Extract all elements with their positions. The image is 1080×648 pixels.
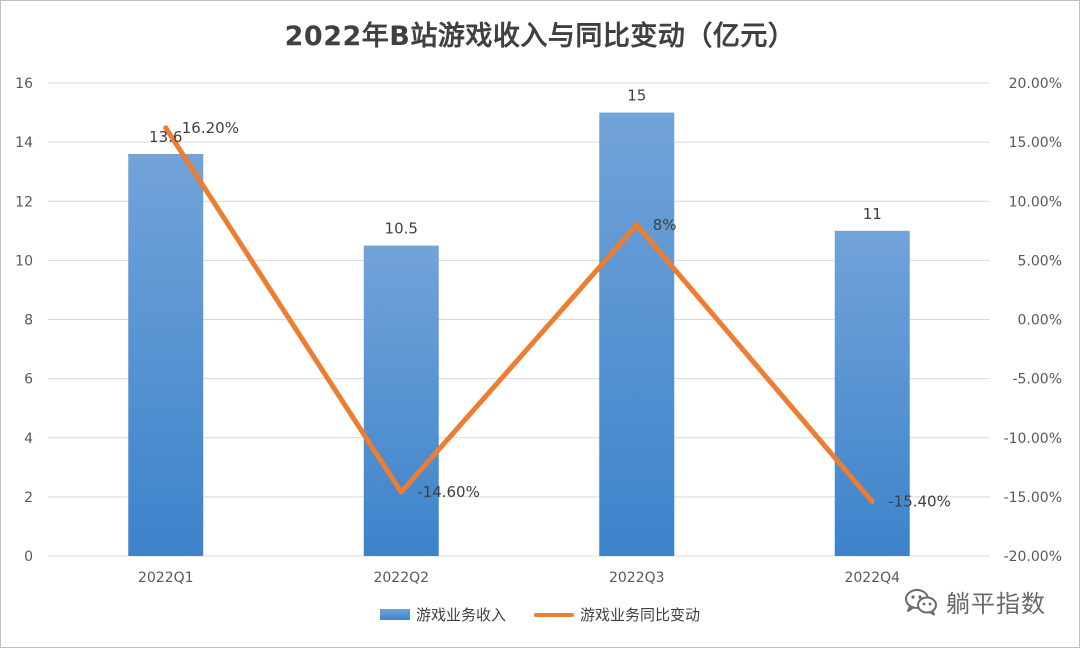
right-tick-label: -10.00% — [1004, 431, 1062, 447]
x-tick-label: 2022Q3 — [609, 570, 665, 586]
legend-label-yoy: 游戏业务同比变动 — [580, 606, 701, 624]
x-tick-label: 2022Q2 — [373, 570, 429, 586]
left-axis: 0 2 4 6 8 10 12 14 16 — [15, 76, 33, 565]
bar-series — [128, 112, 910, 556]
right-tick-label: 15.00% — [1009, 135, 1062, 151]
bar-2022Q3 — [599, 112, 675, 556]
watermark-text: 躺平指数 — [946, 590, 1046, 618]
line-series — [163, 125, 875, 505]
yoy-point-2022Q2 — [398, 489, 404, 495]
right-tick-label: -5.00% — [1012, 372, 1062, 388]
left-tick-label: 4 — [24, 431, 33, 447]
legend-swatch-bar — [379, 609, 410, 620]
yoy-value-label: 16.20% — [182, 119, 239, 137]
yoy-point-2022Q4 — [869, 499, 875, 505]
right-tick-label: -20.00% — [1004, 549, 1062, 565]
bar-2022Q1 — [128, 153, 204, 556]
legend-swatch-line — [534, 612, 574, 617]
yoy-value-label: -14.60% — [417, 483, 480, 501]
bar-2022Q2 — [363, 245, 439, 556]
left-tick-label: 10 — [15, 253, 33, 269]
yoy-value-label: -15.40% — [888, 493, 951, 511]
bar-value-label: 11 — [863, 205, 882, 223]
bar-value-label: 15 — [627, 87, 646, 105]
left-tick-label: 2 — [24, 490, 33, 506]
yoy-point-2022Q1 — [163, 125, 169, 131]
left-tick-label: 16 — [15, 76, 33, 92]
left-tick-label: 0 — [24, 549, 33, 565]
wechat-icon — [905, 588, 937, 615]
chart-title: 2022年B站游戏收入与同比变动（亿元） — [284, 21, 796, 52]
x-axis: 2022Q1 2022Q2 2022Q3 2022Q4 — [138, 570, 900, 586]
right-tick-label: 5.00% — [1018, 253, 1062, 269]
right-tick-label: 10.00% — [1009, 194, 1062, 210]
yoy-line — [163, 125, 875, 505]
x-tick-label: 2022Q4 — [844, 570, 900, 586]
legend-item-yoy[interactable]: 游戏业务同比变动 — [534, 604, 700, 625]
data-labels: 13.6 10.5 15 11 16.20% -14.60% 8% -15.40% — [149, 87, 951, 511]
yoy-point-2022Q3 — [634, 222, 640, 228]
right-tick-label: 20.00% — [1009, 76, 1062, 92]
right-axis: -20.00% -15.00% -10.00% -5.00% 0.00% 5.00% 10.… — [1004, 76, 1062, 565]
gridlines — [48, 82, 990, 557]
legend-item-revenue[interactable]: 游戏业务收入 — [379, 604, 506, 625]
watermark: 躺平指数 — [904, 584, 1046, 619]
bar-value-label: 10.5 — [385, 220, 418, 238]
left-tick-label: 8 — [24, 313, 33, 329]
bar-value-label: 13.6 — [149, 128, 182, 146]
x-tick-label: 2022Q1 — [138, 570, 194, 586]
legend: 游戏业务收入 游戏业务同比变动 — [0, 604, 1080, 625]
left-tick-label: 12 — [15, 194, 33, 210]
legend-label-revenue: 游戏业务收入 — [415, 606, 506, 624]
chart-plot: 0 2 4 6 8 10 12 14 16 -20.00% -15.00% -10.00% -5.00… — [15, 76, 1062, 586]
left-tick-label: 6 — [24, 372, 33, 388]
yoy-value-label: 8% — [653, 216, 677, 234]
right-tick-label: 0.00% — [1018, 313, 1062, 329]
left-tick-label: 14 — [15, 135, 33, 151]
right-tick-label: -15.00% — [1004, 490, 1062, 506]
